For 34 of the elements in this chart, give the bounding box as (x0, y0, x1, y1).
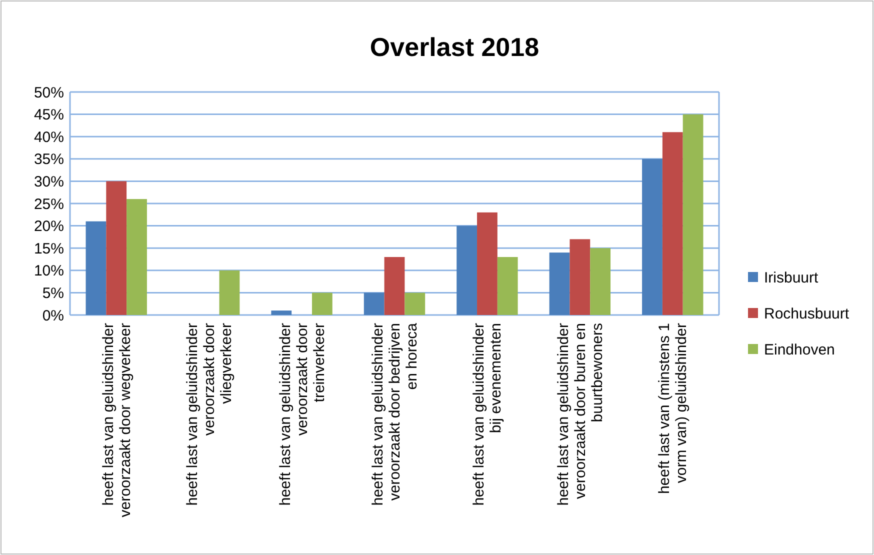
y-tick-label: 30% (34, 173, 64, 190)
bar (477, 212, 498, 315)
bar (456, 226, 478, 315)
y-tick-label: 45% (34, 106, 64, 124)
y-tick-label: 20% (34, 218, 64, 236)
y-tick-label: 35% (34, 151, 64, 168)
bar (219, 270, 240, 315)
legend-label: Irisbuurt (764, 269, 820, 286)
y-tick-label: 10% (34, 262, 64, 280)
y-tick-label: 5% (42, 284, 64, 302)
x-tick-label: heeft last van geluidshinder veroorzaakt door wegverkeer (100, 323, 134, 518)
y-tick-label: 40% (34, 128, 64, 146)
bar (106, 181, 127, 315)
y-tick-label: 15% (34, 240, 64, 258)
legend-label: Eindhoven (764, 341, 835, 358)
bar (384, 257, 405, 315)
bar (662, 132, 683, 315)
bar (364, 292, 384, 315)
bar (404, 292, 426, 315)
bar (271, 310, 292, 315)
bar (642, 158, 662, 315)
y-tick-label: 0% (42, 307, 64, 324)
bar (682, 114, 704, 315)
bar (312, 292, 332, 315)
bar (497, 257, 518, 315)
bar (570, 239, 590, 315)
bar (126, 199, 147, 315)
chart-title: Overlast 2018 (370, 32, 540, 62)
bar (549, 252, 570, 315)
bar (590, 248, 611, 315)
bar (86, 221, 106, 315)
y-tick-label: 25% (34, 196, 64, 213)
y-tick-label: 50% (34, 84, 64, 102)
legend-label: Rochusbuurt (764, 305, 850, 322)
